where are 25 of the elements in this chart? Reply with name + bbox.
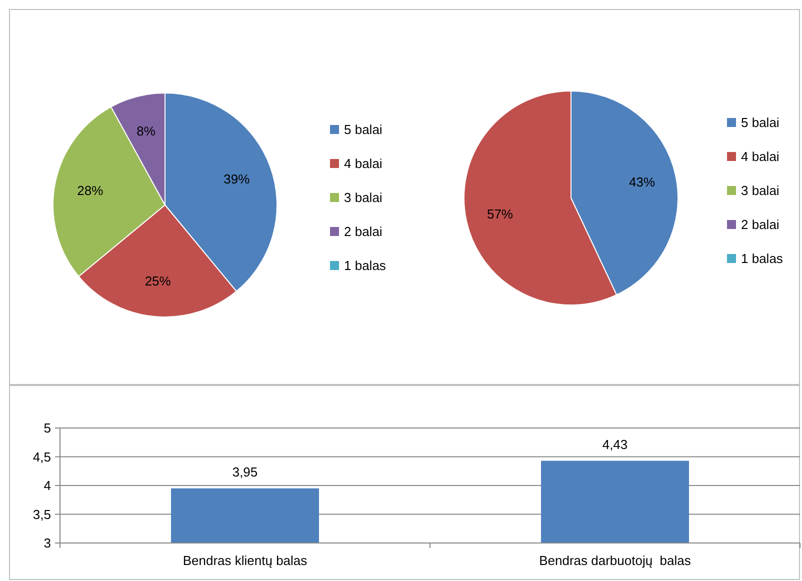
data-label: 3,95 [232, 464, 258, 480]
y-tick-label: 5 [44, 420, 51, 436]
y-tick-label: 3 [44, 536, 51, 550]
legend-label: 4 balai [741, 149, 780, 164]
legend-label: 3 balai [741, 183, 780, 198]
legend-label: 1 balas [741, 251, 784, 266]
y-tick-label: 4,5 [32, 449, 51, 464]
legend-label: 2 balai [344, 224, 382, 239]
legend-label: 1 balas [344, 258, 386, 273]
data-label: 4,43 [602, 436, 628, 452]
legend-label: 5 balai [344, 122, 382, 137]
x-tick-label: Bendras darbuotojų balas [539, 553, 692, 568]
legend-label: 2 balai [741, 217, 780, 232]
data-label: 43% [628, 174, 656, 190]
legend-label: 5 balai [741, 115, 780, 130]
y-tick-label: 4 [44, 478, 51, 493]
data-label: 39% [224, 172, 250, 187]
x-tick-label: Bendras klientų balas [182, 553, 308, 568]
legend-label: 4 balai [344, 156, 382, 171]
data-label: 8% [136, 124, 156, 139]
data-label: 57% [486, 206, 514, 222]
legend-label: 3 balai [344, 190, 382, 205]
y-tick-label: 3,5 [32, 506, 51, 522]
data-label: 25% [144, 273, 172, 288]
data-label: 28% [77, 183, 104, 198]
